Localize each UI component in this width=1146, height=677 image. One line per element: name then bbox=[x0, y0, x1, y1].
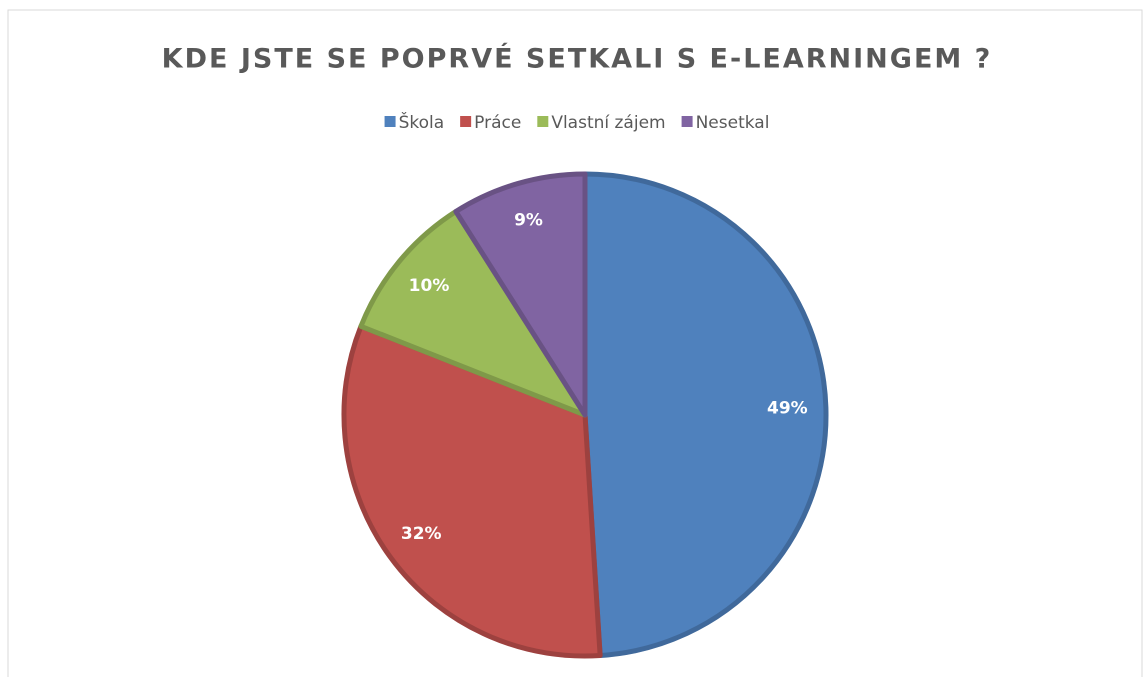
data-label: 9% bbox=[514, 211, 543, 231]
slice-border bbox=[582, 171, 829, 659]
data-label: 32% bbox=[401, 524, 442, 544]
legend-label: Práce bbox=[474, 113, 521, 133]
data-label: 10% bbox=[409, 276, 450, 296]
legend: Škola Práce Vlastní zájem Nesetkal bbox=[384, 111, 770, 133]
pie-slice bbox=[358, 209, 588, 418]
legend-swatch bbox=[681, 116, 693, 127]
legend-label: Škola bbox=[399, 111, 445, 133]
pie-slice bbox=[453, 171, 588, 418]
legend-swatch bbox=[384, 116, 396, 127]
legend-swatch bbox=[460, 116, 472, 127]
legend-label: Vlastní zájem bbox=[551, 113, 665, 133]
legend-swatch bbox=[537, 116, 549, 127]
legend-label: Nesetkal bbox=[696, 113, 770, 133]
slice-border bbox=[341, 323, 603, 659]
chart-title: KDE JSTE SE POPRVÉ SETKALI S E-LEARNINGE… bbox=[162, 43, 993, 75]
slice-border bbox=[358, 209, 588, 418]
pie-slice bbox=[341, 323, 603, 659]
slice-border bbox=[453, 171, 588, 418]
pie-slice bbox=[582, 171, 829, 659]
data-label: 49% bbox=[767, 399, 808, 419]
